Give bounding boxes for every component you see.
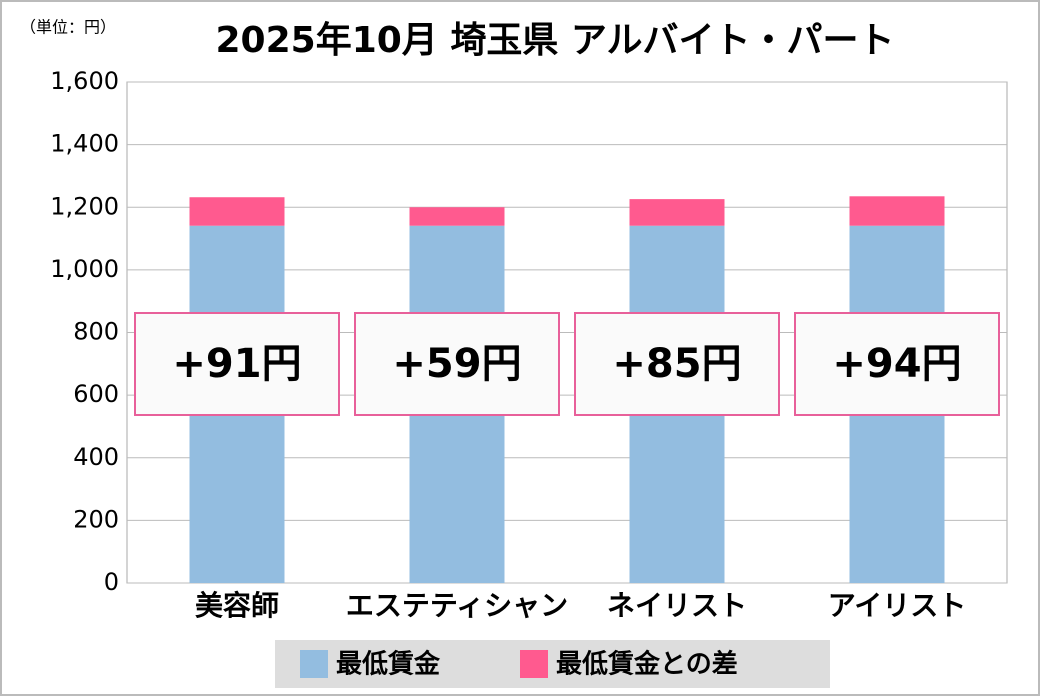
legend-swatch: [300, 650, 328, 678]
y-tick-label: 1,600: [50, 67, 119, 95]
bar-segment: [189, 197, 285, 226]
label-box: [134, 312, 340, 416]
label-box: [794, 312, 1000, 416]
legend: [275, 640, 830, 688]
legend-label: 最低賃金との差: [556, 649, 738, 680]
y-tick-label: 400: [73, 443, 119, 471]
y-tick-label: 200: [73, 505, 119, 533]
value-label: +85円: [612, 341, 741, 387]
y-tick-label: 1,000: [50, 255, 119, 283]
bar-segment: [629, 199, 725, 226]
x-tick-label: アイリスト: [828, 589, 967, 622]
y-tick-label: 0: [104, 568, 119, 596]
y-tick-label: 800: [73, 318, 119, 346]
bar-segment: [849, 196, 945, 226]
value-label: +94円: [832, 341, 961, 387]
y-tick-label: 600: [73, 380, 119, 408]
value-label: +59円: [392, 341, 521, 387]
legend-swatch: [520, 650, 548, 678]
y-tick-label: 1,400: [50, 130, 119, 158]
y-tick-label: 1,200: [50, 192, 119, 220]
x-tick-label: ネイリスト: [607, 589, 747, 622]
chart-title: 2025年10月 埼玉県 アルバイト・パート: [216, 20, 895, 61]
legend-label: 最低賃金: [336, 649, 441, 680]
label-box: [354, 312, 560, 416]
x-tick-label: 美容師: [195, 589, 279, 622]
bar-segment: [409, 207, 505, 226]
value-label: +91円: [172, 341, 301, 387]
unit-label: （単位：円）: [20, 18, 116, 37]
x-tick-label: エステティシャン: [346, 589, 568, 622]
label-box: [574, 312, 780, 416]
